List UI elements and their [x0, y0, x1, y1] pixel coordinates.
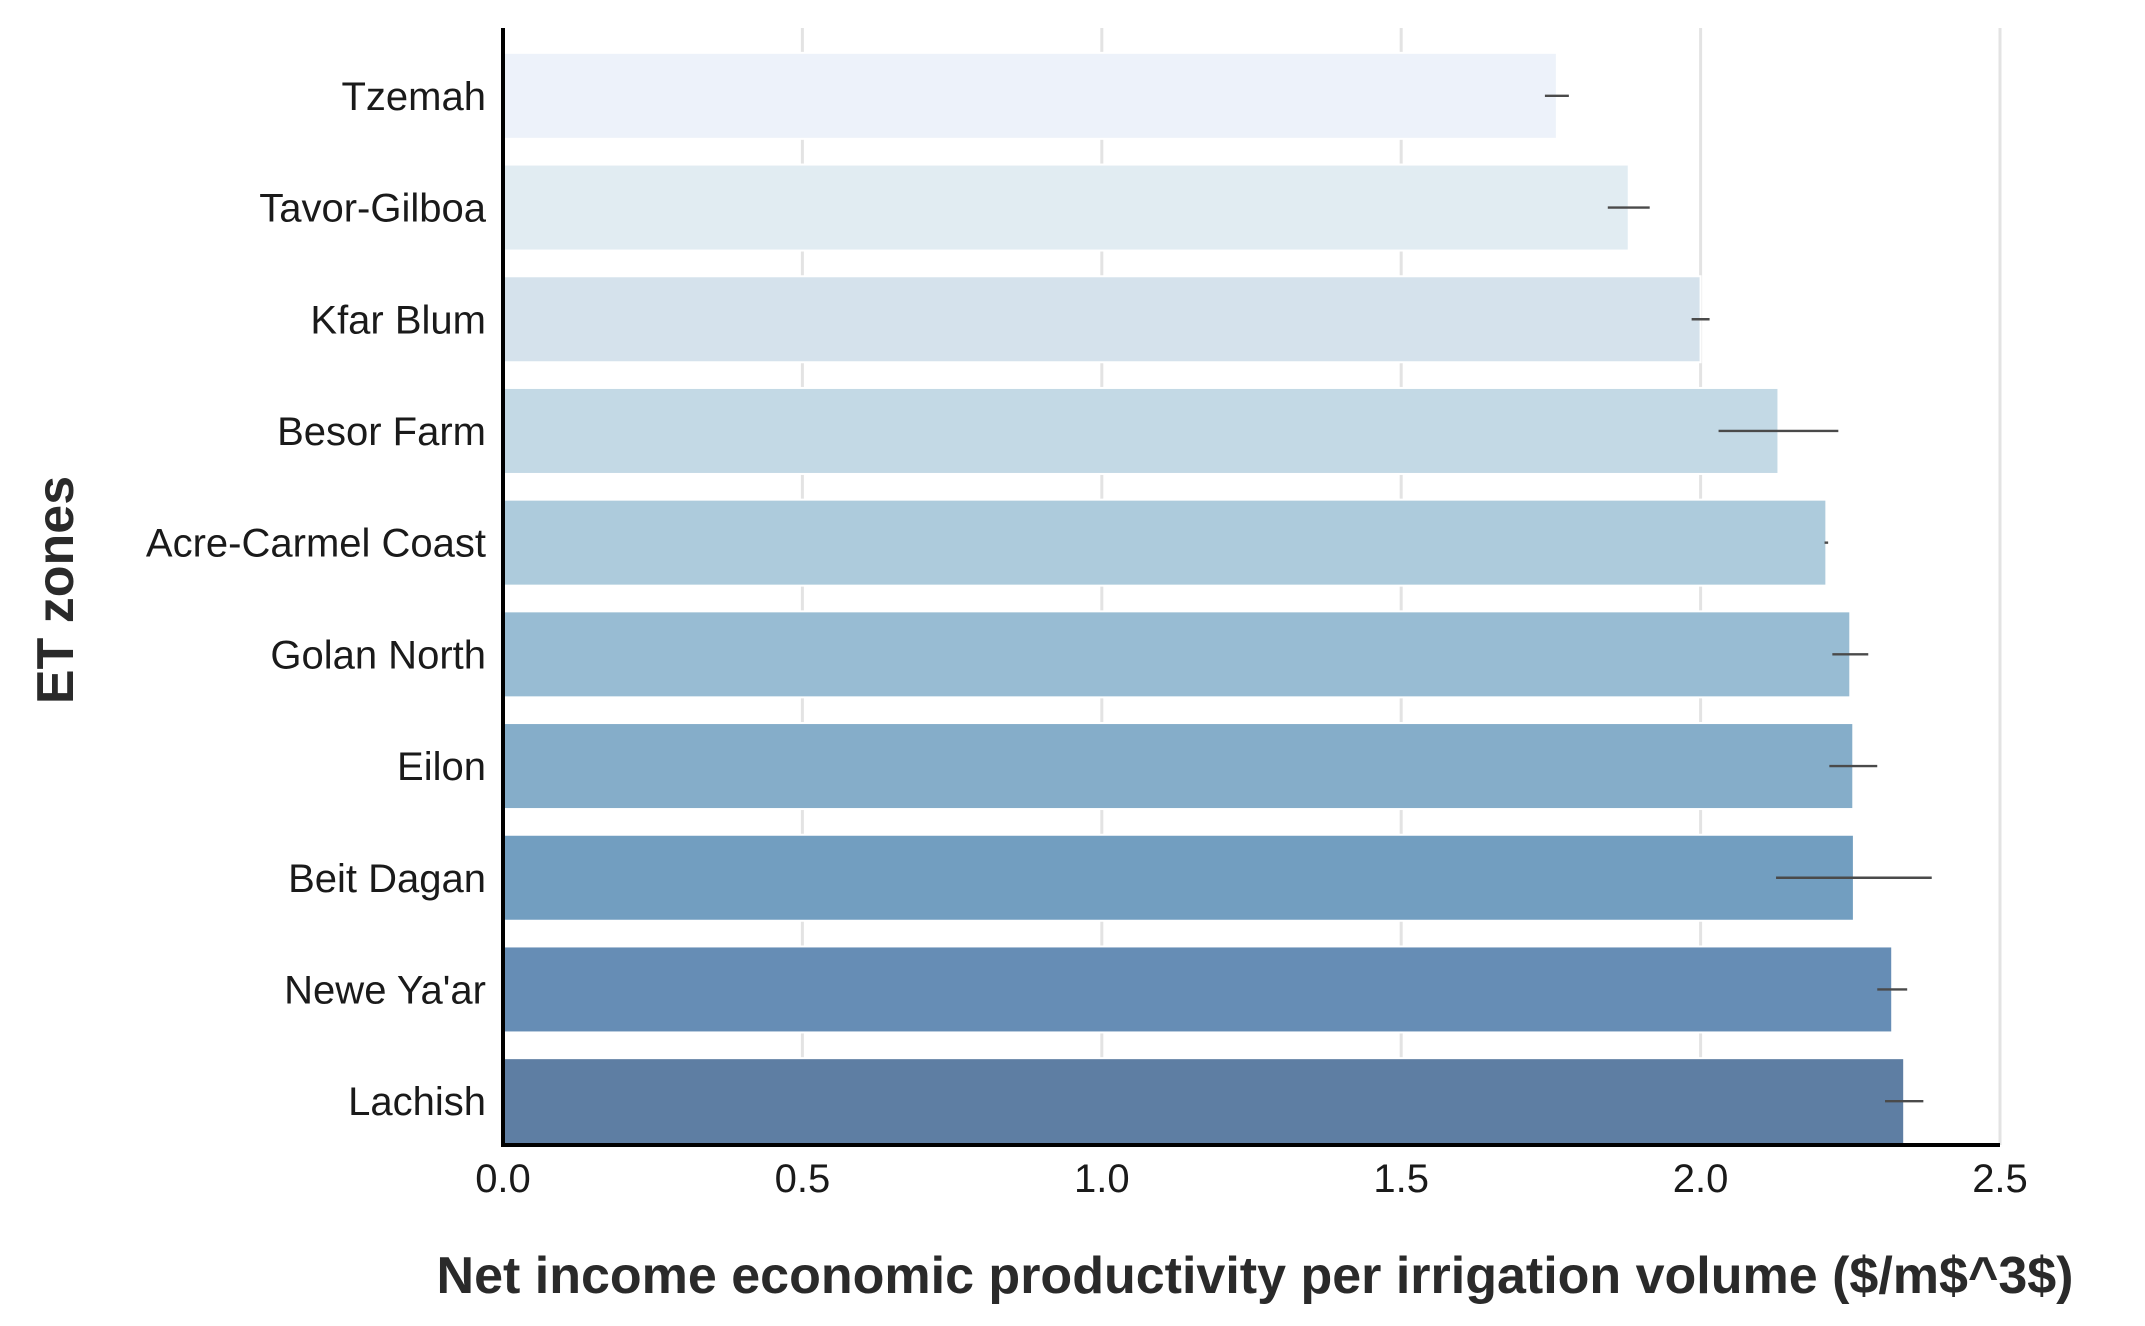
bar [502, 833, 1855, 922]
y-tick-label: Eilon [397, 745, 486, 789]
y-tick-label: Golan North [270, 633, 486, 677]
bar [502, 51, 1558, 140]
x-tick-label: 1.0 [1074, 1157, 1130, 1201]
x-tick-label: 0.5 [775, 1157, 831, 1201]
x-tick-labels: 0.0 0.5 1.0 1.5 2.0 2.5 [475, 1157, 2028, 1201]
x-tick-label: 2.5 [1972, 1157, 2028, 1201]
x-axis-title: Net income economic productivity per irr… [437, 1247, 2074, 1305]
bar [502, 498, 1828, 587]
axes [501, 28, 2000, 1147]
y-tick-label: Besor Farm [277, 410, 486, 454]
y-tick-label: Acre-Carmel Coast [146, 522, 486, 566]
bar [502, 163, 1630, 252]
bars [502, 51, 1906, 1146]
bar [502, 275, 1702, 364]
y-tick-label: Tzemah [342, 75, 487, 119]
x-tick-label: 0.0 [475, 1157, 531, 1201]
y-tick-label: Tavor-Gilboa [259, 187, 487, 231]
y-tick-label: Lachish [348, 1080, 486, 1124]
bar [502, 610, 1852, 699]
y-tick-label: Newe Ya'ar [284, 968, 486, 1012]
y-tick-label: Beit Dagan [288, 857, 486, 901]
y-tick-label: Kfar Blum [310, 298, 486, 342]
bar [502, 722, 1855, 811]
bar [502, 945, 1894, 1034]
bar [502, 386, 1780, 475]
x-tick-label: 1.5 [1373, 1157, 1429, 1201]
error-bars [1544, 94, 1932, 1103]
x-tick-label: 2.0 [1673, 1157, 1729, 1201]
y-tick-labels: Tzemah Tavor-Gilboa Kfar Blum Besor Farm Acr… [146, 75, 487, 1124]
y-axis-title: ET zones [27, 476, 85, 704]
bar [502, 1057, 1906, 1146]
